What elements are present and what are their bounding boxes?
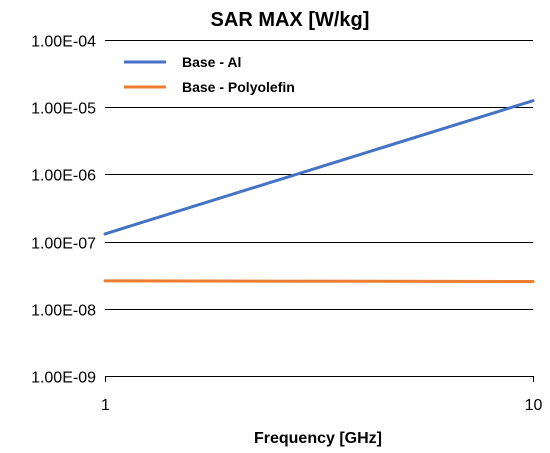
y-tick-label: 1.00E-05	[31, 101, 96, 118]
series-lines	[103, 99, 535, 283]
gridlines	[105, 40, 533, 377]
axes	[105, 376, 534, 382]
y-tick-label: 1.00E-07	[31, 236, 96, 253]
y-tick-label: 1.00E-09	[31, 370, 96, 387]
legend-item: Base - Polyolefin	[124, 79, 295, 95]
tick-labels: 1.00E-04 1.00E-05 1.00E-06 1.00E-07 1.00E-08…	[31, 34, 542, 415]
x-tick-label: 1	[101, 397, 110, 414]
y-tick-label: 1.00E-08	[31, 303, 96, 320]
x-axis-title: Frequency [GHz]	[254, 430, 382, 447]
legend-label-base-polyolefin: Base - Polyolefin	[182, 79, 295, 95]
y-tick-label: 1.00E-04	[31, 34, 96, 51]
legend: Base - Al Base - Polyolefin	[124, 54, 295, 95]
series-line-base-polyolefin	[103, 279, 535, 283]
x-tick-label: 10	[525, 397, 543, 414]
chart-title: SAR MAX [W/kg]	[211, 9, 370, 31]
series-line-base-al	[103, 99, 535, 236]
y-tick-label: 1.00E-06	[31, 168, 96, 185]
legend-label-base-al: Base - Al	[182, 54, 241, 70]
legend-item: Base - Al	[124, 54, 241, 70]
